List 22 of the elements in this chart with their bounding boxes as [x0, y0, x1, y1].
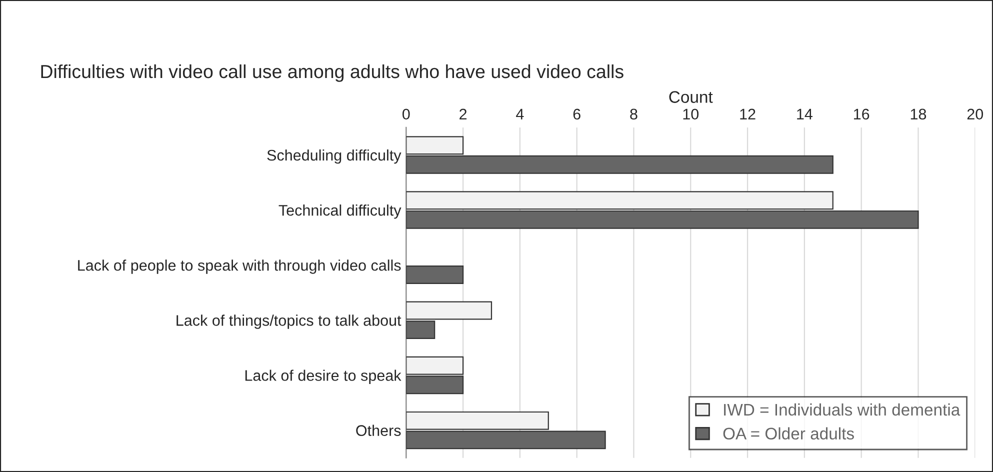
- y-tick-label: Lack of desire to speak: [245, 370, 402, 384]
- legend-label: IWD = Individuals with dementia: [724, 403, 960, 416]
- x-tick-label: 16: [854, 108, 870, 120]
- x-tick-label: 6: [573, 108, 580, 120]
- chart-title: Difficulties with video call use among adults who have used video calls: [41, 64, 624, 82]
- x-tick-label: 0: [402, 108, 410, 120]
- legend-label: OA = Older adults: [723, 427, 854, 440]
- y-tick-label: Others: [356, 424, 401, 436]
- bar: [406, 266, 464, 284]
- x-tick-label: 20: [967, 108, 984, 120]
- x-tick-label: 2: [460, 108, 467, 120]
- x-tick-label: 12: [740, 108, 756, 120]
- x-tick-label: 18: [910, 108, 926, 120]
- x-tick-label: 4: [516, 108, 524, 120]
- y-tick-label: Scheduling difficulty: [267, 149, 402, 164]
- x-tick-label: 14: [797, 108, 812, 120]
- x-tick-label: 8: [630, 108, 638, 120]
- x-tick-label: 10: [683, 108, 699, 120]
- y-tick-label: Lack of people to speak with through video calls: [78, 260, 401, 274]
- y-tick-label: Lack of things/topics to talk about: [176, 314, 402, 329]
- y-tick-label: Technical difficulty: [278, 204, 402, 219]
- x-axis-title: Count: [669, 91, 713, 103]
